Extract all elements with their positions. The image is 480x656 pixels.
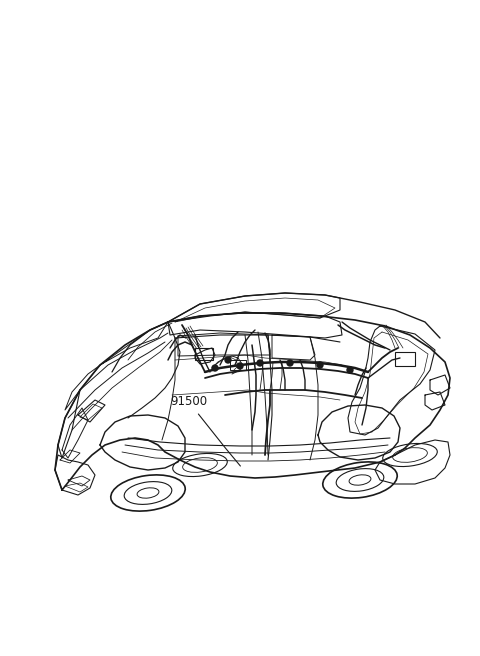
Ellipse shape	[393, 447, 427, 462]
Bar	[395, 352, 415, 366]
Bar	[230, 360, 246, 370]
Circle shape	[317, 362, 323, 368]
Circle shape	[237, 363, 243, 369]
Bar	[195, 348, 213, 360]
Circle shape	[287, 360, 293, 366]
Circle shape	[347, 367, 353, 373]
Circle shape	[212, 365, 218, 371]
Ellipse shape	[383, 443, 437, 466]
Circle shape	[225, 357, 231, 363]
Circle shape	[257, 360, 263, 366]
Ellipse shape	[173, 453, 227, 476]
Ellipse shape	[183, 458, 217, 472]
Text: 91500: 91500	[170, 395, 207, 408]
